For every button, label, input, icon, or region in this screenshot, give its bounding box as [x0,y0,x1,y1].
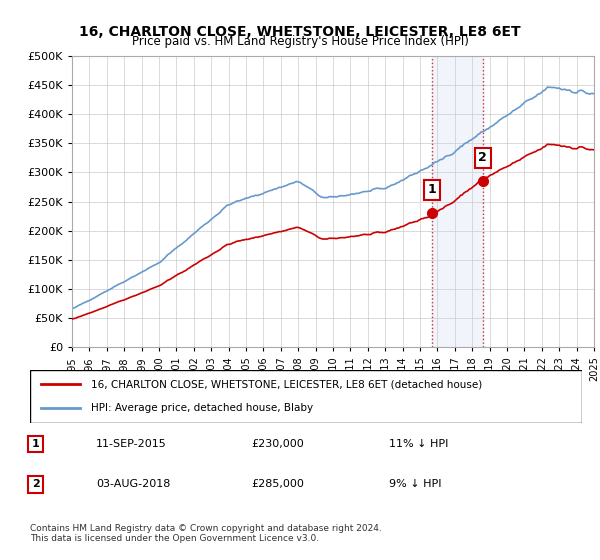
Text: 03-AUG-2018: 03-AUG-2018 [96,479,170,489]
Text: HPI: Average price, detached house, Blaby: HPI: Average price, detached house, Blab… [91,403,313,413]
FancyBboxPatch shape [30,370,582,423]
Text: Contains HM Land Registry data © Crown copyright and database right 2024.
This d: Contains HM Land Registry data © Crown c… [30,524,382,543]
Text: 9% ↓ HPI: 9% ↓ HPI [389,479,442,489]
Text: 1: 1 [428,184,437,197]
Bar [432,56,482,347]
Text: £285,000: £285,000 [251,479,304,489]
Text: 2: 2 [32,479,40,489]
Text: £230,000: £230,000 [251,439,304,449]
Text: 2: 2 [478,151,487,165]
Text: 11% ↓ HPI: 11% ↓ HPI [389,439,448,449]
Text: 11-SEP-2015: 11-SEP-2015 [96,439,167,449]
Text: 16, CHARLTON CLOSE, WHETSTONE, LEICESTER, LE8 6ET: 16, CHARLTON CLOSE, WHETSTONE, LEICESTER… [79,25,521,39]
Text: 16, CHARLTON CLOSE, WHETSTONE, LEICESTER, LE8 6ET (detached house): 16, CHARLTON CLOSE, WHETSTONE, LEICESTER… [91,380,482,390]
Text: Price paid vs. HM Land Registry's House Price Index (HPI): Price paid vs. HM Land Registry's House … [131,35,469,48]
Text: 1: 1 [32,439,40,449]
